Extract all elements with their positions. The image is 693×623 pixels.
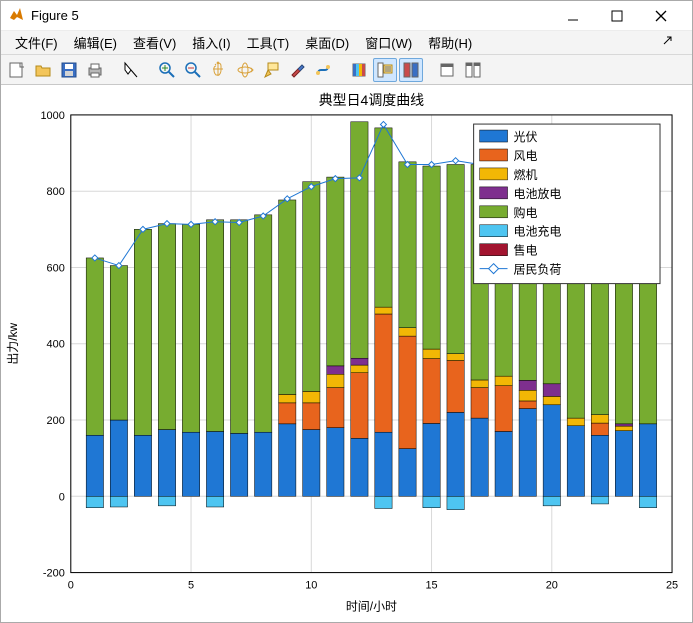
- svg-text:燃机: 燃机: [514, 167, 538, 182]
- svg-text:居民负荷: 居民负荷: [514, 263, 562, 277]
- menu-view[interactable]: 查看(V): [125, 31, 184, 54]
- svg-text:风电: 风电: [514, 149, 538, 163]
- close-button[interactable]: [642, 2, 686, 30]
- hide-tools-icon[interactable]: [435, 58, 459, 82]
- svg-text:5: 5: [188, 580, 194, 592]
- svg-text:典型日4调度曲线: 典型日4调度曲线: [319, 92, 424, 108]
- chart: -200020040060080010000510152025典型日4调度曲线时…: [1, 85, 692, 622]
- new-figure-icon[interactable]: [5, 58, 29, 82]
- open-icon[interactable]: [31, 58, 55, 82]
- colorbar-icon[interactable]: [347, 58, 371, 82]
- menu-tools[interactable]: 工具(T): [239, 31, 298, 54]
- menu-desktop[interactable]: 桌面(D): [297, 31, 357, 54]
- matlab-logo-icon: [7, 5, 31, 26]
- menu-insert[interactable]: 插入(I): [184, 31, 238, 54]
- svg-text:400: 400: [47, 339, 65, 351]
- svg-text:出力/kw: 出力/kw: [6, 322, 20, 364]
- svg-text:15: 15: [425, 580, 437, 592]
- brush-icon[interactable]: [285, 58, 309, 82]
- svg-text:25: 25: [666, 580, 678, 592]
- menu-file[interactable]: 文件(F): [7, 31, 66, 54]
- figure-window: Figure 5 文件(F) 编辑(E) 查看(V) 插入(I) 工具(T) 桌…: [0, 0, 693, 623]
- titlebar: Figure 5: [1, 1, 692, 31]
- svg-text:20: 20: [546, 580, 558, 592]
- menubar: 文件(F) 编辑(E) 查看(V) 插入(I) 工具(T) 桌面(D) 窗口(W…: [1, 31, 692, 55]
- menu-help[interactable]: 帮助(H): [420, 31, 480, 54]
- edit-plot-icon[interactable]: [119, 58, 143, 82]
- property-editor-icon[interactable]: [399, 58, 423, 82]
- svg-text:0: 0: [59, 491, 65, 503]
- svg-text:电池放电: 电池放电: [514, 186, 562, 201]
- svg-text:电池充电: 电池充电: [514, 224, 562, 239]
- zoom-in-icon[interactable]: [155, 58, 179, 82]
- toolbar: [1, 55, 692, 85]
- svg-text:1000: 1000: [40, 110, 64, 122]
- svg-text:光伏: 光伏: [514, 130, 538, 144]
- show-plot-tools-icon[interactable]: [461, 58, 485, 82]
- data-cursor-icon[interactable]: [259, 58, 283, 82]
- svg-text:时间/小时: 时间/小时: [346, 599, 397, 613]
- svg-text:800: 800: [47, 186, 65, 198]
- save-icon[interactable]: [57, 58, 81, 82]
- svg-text:-200: -200: [43, 568, 65, 580]
- dock-arrow-icon[interactable]: [654, 33, 682, 52]
- svg-text:600: 600: [47, 262, 65, 274]
- legend-icon[interactable]: [373, 58, 397, 82]
- link-icon[interactable]: [311, 58, 335, 82]
- maximize-button[interactable]: [598, 2, 642, 30]
- menu-window[interactable]: 窗口(W): [357, 31, 420, 54]
- svg-text:10: 10: [305, 580, 317, 592]
- print-icon[interactable]: [83, 58, 107, 82]
- svg-text:0: 0: [68, 580, 74, 592]
- pan-icon[interactable]: [207, 58, 231, 82]
- rotate-3d-icon[interactable]: [233, 58, 257, 82]
- zoom-out-icon[interactable]: [181, 58, 205, 82]
- svg-text:售电: 售电: [514, 243, 538, 258]
- menu-edit[interactable]: 编辑(E): [66, 31, 125, 54]
- axes-canvas[interactable]: -200020040060080010000510152025典型日4调度曲线时…: [1, 85, 692, 622]
- svg-text:200: 200: [47, 415, 65, 427]
- minimize-button[interactable]: [554, 2, 598, 30]
- window-title: Figure 5: [31, 8, 554, 23]
- svg-text:购电: 购电: [514, 205, 538, 220]
